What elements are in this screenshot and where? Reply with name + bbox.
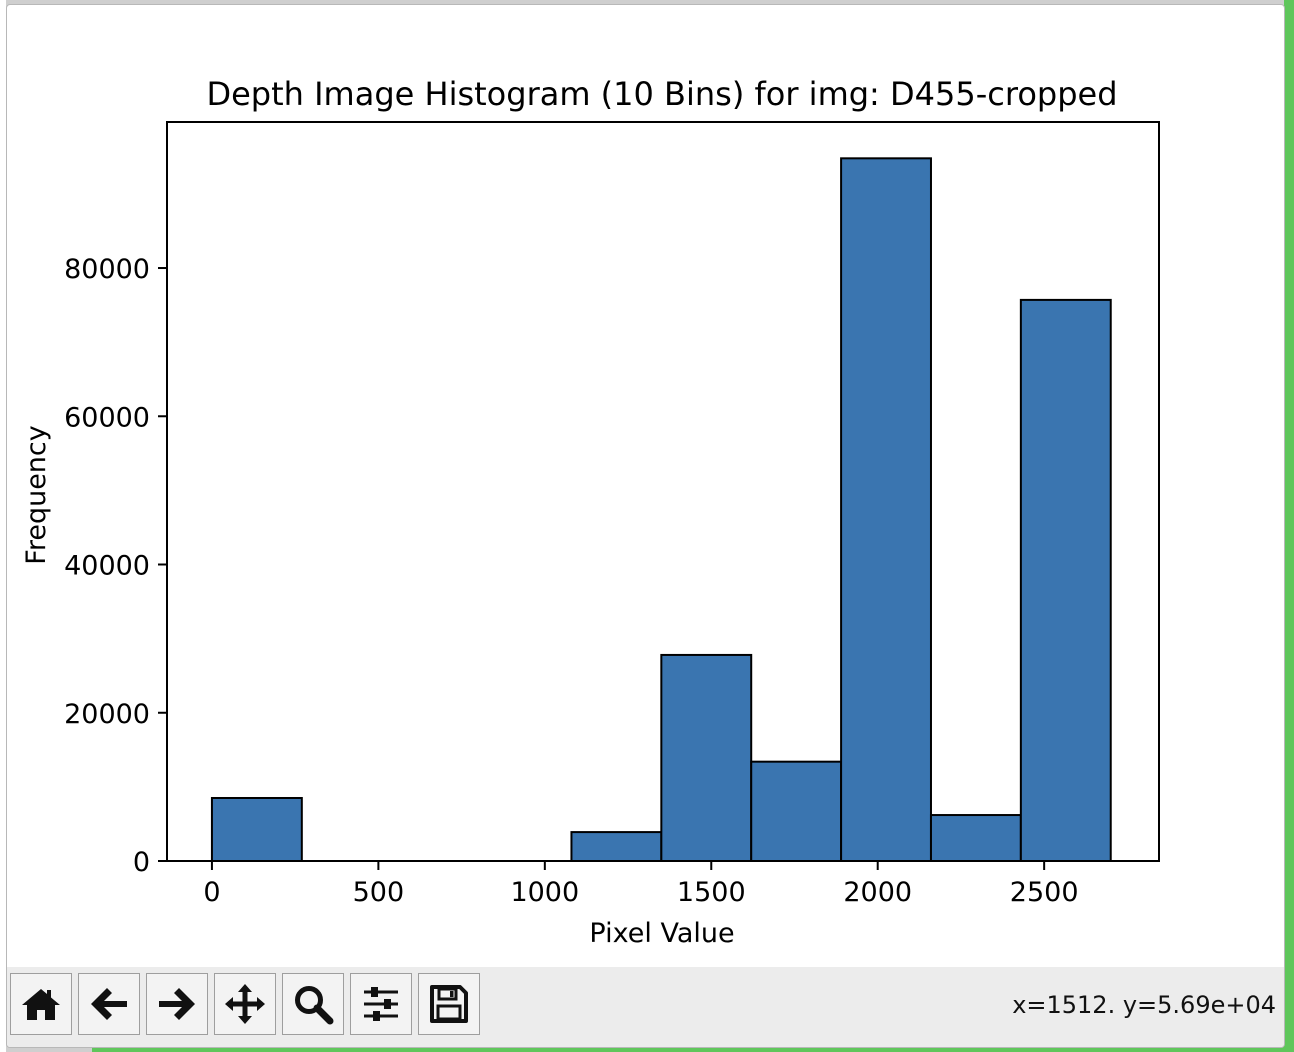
zoom-button[interactable] [282, 973, 344, 1035]
y-tick-label: 80000 [64, 254, 150, 285]
y-tick-label: 0 [133, 847, 150, 878]
magnifier-icon [295, 986, 334, 1025]
home-icon [22, 989, 60, 1020]
histogram-bar [1019, 298, 1112, 862]
back-button[interactable] [78, 973, 140, 1035]
chart-title: Depth Image Histogram (10 Bins) for img:… [206, 75, 1117, 113]
x-tick-label: 0 [203, 877, 220, 908]
x-axis-label: Pixel Value [589, 918, 734, 949]
histogram-figure: Depth Image Histogram (10 Bins) for img:… [21, 75, 1160, 949]
desktop-background-right [1284, 0, 1294, 1052]
move-icon [225, 984, 265, 1024]
arrow-left-icon [91, 988, 127, 1020]
y-tick-label: 60000 [64, 402, 150, 433]
plot-area-frame[interactable] [166, 121, 1160, 862]
pan-button[interactable] [214, 973, 276, 1035]
matplotlib-figure-window: Depth Image Histogram (10 Bins) for img:… [6, 4, 1285, 1048]
cursor-coordinates-readout: x=1512. y=5.69e+04 [1012, 991, 1276, 1019]
histogram-bar [210, 796, 303, 862]
x-tick-label: 2500 [1010, 877, 1079, 908]
histogram-bar [660, 653, 753, 862]
sliders-icon [364, 987, 398, 1021]
x-tick-label: 500 [353, 877, 405, 908]
histogram-bar [929, 814, 1022, 862]
x-axis-ticks: 0 500 1000 1500 2000 2500 [203, 861, 1079, 908]
x-tick-label: 1000 [510, 877, 579, 908]
save-button[interactable] [418, 973, 480, 1035]
forward-button[interactable] [146, 973, 208, 1035]
y-axis-ticks: 0 20000 40000 60000 80000 [64, 254, 167, 878]
navigation-toolbar: x=1512. y=5.69e+04 [7, 967, 1284, 1047]
histogram-bar [750, 760, 843, 862]
y-tick-label: 40000 [64, 551, 150, 582]
y-axis-label: Frequency [21, 425, 52, 565]
x-tick-label: 2000 [843, 877, 912, 908]
histogram-bar [840, 157, 932, 863]
histogram-bars [210, 157, 1112, 863]
y-tick-label: 20000 [64, 699, 150, 730]
arrow-right-icon [159, 988, 195, 1020]
configure-subplots-button[interactable] [350, 973, 412, 1035]
x-tick-label: 1500 [677, 877, 746, 908]
background-window-edge [0, 0, 6, 1052]
home-button[interactable] [10, 973, 72, 1035]
floppy-icon [430, 985, 468, 1023]
histogram-bar [570, 831, 663, 863]
